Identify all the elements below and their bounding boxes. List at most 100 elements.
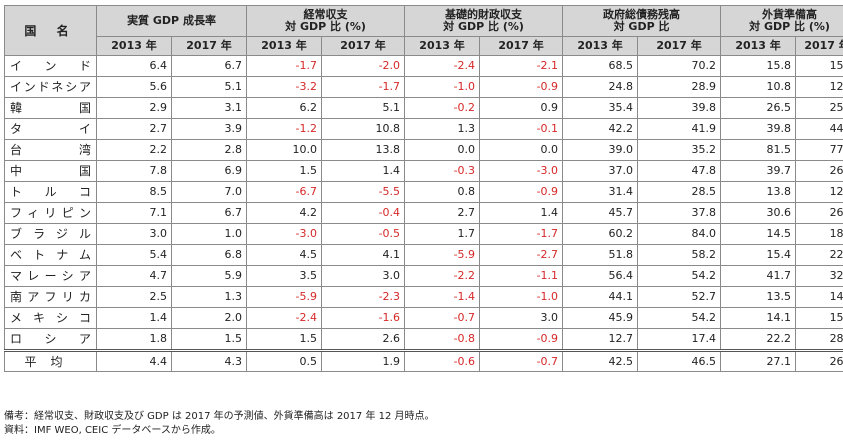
cell-value: -5.9 xyxy=(404,244,481,266)
cell-value: 26.6 xyxy=(795,349,843,372)
cell-value: 26.0 xyxy=(795,202,843,224)
cell-value: 2.7 xyxy=(404,202,481,224)
year-header: 2017 年 xyxy=(321,36,406,56)
cell-value: 5.4 xyxy=(96,244,172,266)
country-name: 南アフリカ xyxy=(4,286,97,308)
group-header-primary-balance: 基礎的財政収支対 GDP 比 (%) xyxy=(404,5,564,37)
note-remarks: 備考：経常収支、財政収支及び GDP は 2017 年の予測値、外貨準備高は 2… xyxy=(4,411,435,422)
cell-value: 10.8 xyxy=(321,118,406,140)
cell-value: 60.2 xyxy=(562,223,639,245)
cell-value: 28.9 xyxy=(637,76,722,98)
cell-value: 42.5 xyxy=(562,349,639,372)
cell-value: -5.5 xyxy=(321,181,406,203)
cell-value: 2.8 xyxy=(170,139,248,161)
cell-value: 3.5 xyxy=(246,265,323,287)
cell-value: -0.9 xyxy=(479,181,564,203)
cell-value: 1.3 xyxy=(170,286,248,308)
country-header: 国 名 xyxy=(4,5,97,56)
cell-value: -0.7 xyxy=(404,307,481,329)
cell-value: 15.4 xyxy=(720,244,797,266)
cell-value: 1.5 xyxy=(246,160,323,182)
table-row: インドネシア 5.6 5.1 -3.2 -1.7 -1.0 -0.9 24.8 28.9 10.8… xyxy=(4,76,843,98)
year-header: 2013 年 xyxy=(96,36,172,56)
cell-value: -0.2 xyxy=(404,97,481,119)
cell-value: -0.3 xyxy=(404,160,481,182)
cell-value: 26.1 xyxy=(795,160,843,182)
cell-value: 77.9 xyxy=(795,139,843,161)
year-header: 2017 年 xyxy=(795,36,843,56)
cell-value: -2.7 xyxy=(479,244,564,266)
cell-value: 6.8 xyxy=(170,244,248,266)
table-row: インド6.46.7-1.7-2.0-2.4-2.168.570.215.815.… xyxy=(4,55,843,77)
cell-value: 39.0 xyxy=(562,139,639,161)
cell-value: 30.6 xyxy=(720,202,797,224)
cell-value: 47.8 xyxy=(637,160,722,182)
cell-value: 0.9 xyxy=(479,97,564,119)
group-header-fx-reserves: 外貨準備高対 GDP 比 (%) xyxy=(720,5,843,37)
cell-value: 7.0 xyxy=(170,181,248,203)
cell-value: -1.0 xyxy=(479,286,564,308)
cell-value: 22.5 xyxy=(795,244,843,266)
cell-value: 54.2 xyxy=(637,307,722,329)
cell-value: 39.8 xyxy=(637,97,722,119)
cell-value: 42.2 xyxy=(562,118,639,140)
year-header: 2017 年 xyxy=(637,36,722,56)
cell-value: -0.9 xyxy=(479,328,564,351)
country-name: ブラジル xyxy=(4,223,97,245)
table-row: 南アフリカ 2.5 1.3 -5.9 -2.3 -1.4 -1.0 44.1 52.7 13.5 1… xyxy=(4,286,843,308)
cell-value: 7.8 xyxy=(96,160,172,182)
cell-value: 3.0 xyxy=(479,307,564,329)
cell-value: 58.2 xyxy=(637,244,722,266)
cell-value: -0.4 xyxy=(321,202,406,224)
cell-value: 4.3 xyxy=(170,349,248,372)
cell-value: 51.8 xyxy=(562,244,639,266)
country-name: フィリピン xyxy=(4,202,97,224)
cell-value: 45.9 xyxy=(562,307,639,329)
cell-value: -1.7 xyxy=(246,55,323,77)
cell-value: 6.2 xyxy=(246,97,323,119)
cell-value: 44.5 xyxy=(795,118,843,140)
note-source: 資料：IMF WEO, CEIC データベースから作成。 xyxy=(4,425,221,436)
group-header-current-account: 経常収支対 GDP 比 (%) xyxy=(246,5,406,37)
cell-value: 6.9 xyxy=(170,160,248,182)
cell-value: 37.8 xyxy=(637,202,722,224)
cell-value: -0.9 xyxy=(479,76,564,98)
country-name: マレーシア xyxy=(4,265,97,287)
country-name: タイ xyxy=(4,118,97,140)
cell-value: 56.4 xyxy=(562,265,639,287)
cell-value: 8.5 xyxy=(96,181,172,203)
cell-value: 41.7 xyxy=(720,265,797,287)
cell-value: 25.3 xyxy=(795,97,843,119)
cell-value: 2.6 xyxy=(321,328,406,351)
notes: 備考：経常収支、財政収支及び GDP は 2017 年の予測値、外貨準備高は 2… xyxy=(4,410,435,438)
cell-value: 1.8 xyxy=(96,328,172,351)
cell-value: 0.8 xyxy=(404,181,481,203)
cell-value: 13.8 xyxy=(720,181,797,203)
cell-value: 1.5 xyxy=(170,328,248,351)
cell-value: 4.7 xyxy=(96,265,172,287)
country-name: トルコ xyxy=(4,181,97,203)
cell-value: 4.1 xyxy=(321,244,406,266)
cell-value: 81.5 xyxy=(720,139,797,161)
cell-value: 5.1 xyxy=(170,76,248,98)
cell-value: 41.9 xyxy=(637,118,722,140)
table-row: タイ2.73.9-1.210.81.3-0.142.241.939.844.5 xyxy=(4,118,843,140)
cell-value: 39.8 xyxy=(720,118,797,140)
cell-value: -3.0 xyxy=(479,160,564,182)
cell-value: 1.4 xyxy=(321,160,406,182)
cell-value: -0.8 xyxy=(404,328,481,351)
year-header: 2017 年 xyxy=(479,36,564,56)
cell-value: 0.5 xyxy=(246,349,323,372)
cell-value: 12.7 xyxy=(562,328,639,351)
cell-value: 46.5 xyxy=(637,349,722,372)
table-row: メキシコ1.42.0-2.4-1.6-0.73.045.954.214.115.… xyxy=(4,307,843,329)
cell-value: -5.9 xyxy=(246,286,323,308)
cell-value: 18.2 xyxy=(795,223,843,245)
cell-value: 12.7 xyxy=(795,181,843,203)
group-header-gdp-growth: 実質 GDP 成長率 xyxy=(95,5,248,37)
cell-value: 2.2 xyxy=(96,139,172,161)
cell-value: 0.0 xyxy=(479,139,564,161)
